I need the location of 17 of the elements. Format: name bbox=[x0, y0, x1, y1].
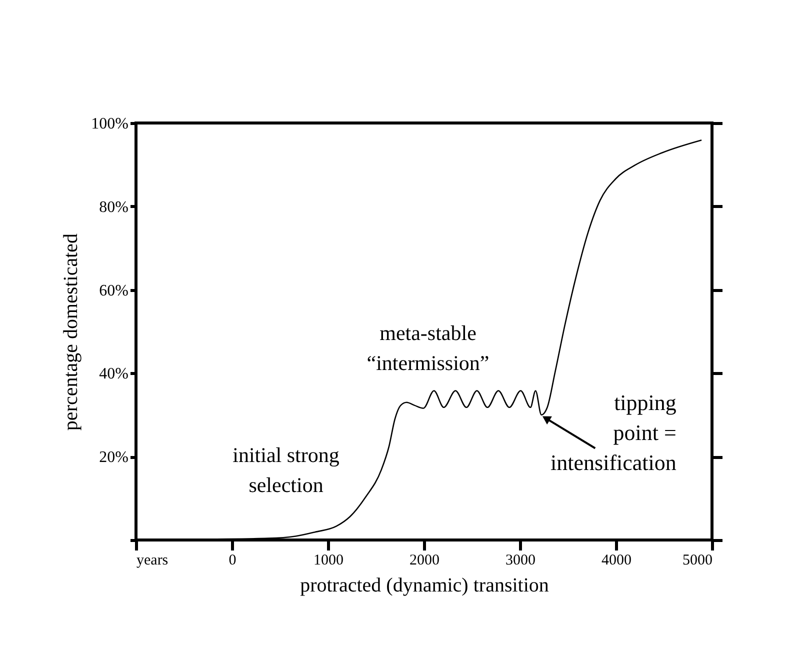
x-tick-label: 3000 bbox=[506, 552, 536, 568]
x-axis-title: protracted (dynamic) transition bbox=[300, 574, 549, 596]
x-tick-label: 2000 bbox=[410, 552, 440, 568]
y-tick-label: 100% bbox=[91, 116, 128, 132]
x-tick-label: 4000 bbox=[602, 552, 632, 568]
x-tick-label: years bbox=[136, 552, 168, 568]
y-axis-title: percentage domesticated bbox=[60, 233, 82, 431]
y-tick-label: 40% bbox=[99, 366, 128, 383]
y-tick-label: 60% bbox=[99, 282, 128, 300]
x-tick-label: 1000 bbox=[314, 552, 344, 568]
y-tick-label: 20% bbox=[99, 449, 128, 466]
x-tick-label: 5000 bbox=[682, 552, 712, 568]
x-tick-label: 0 bbox=[228, 552, 236, 568]
y-tick-label: 80% bbox=[99, 198, 128, 216]
annotation: tipping point = intensification bbox=[550, 390, 676, 475]
annotation: meta-stable “intermission” bbox=[366, 321, 490, 375]
annotation: initial strong selection bbox=[232, 443, 340, 497]
